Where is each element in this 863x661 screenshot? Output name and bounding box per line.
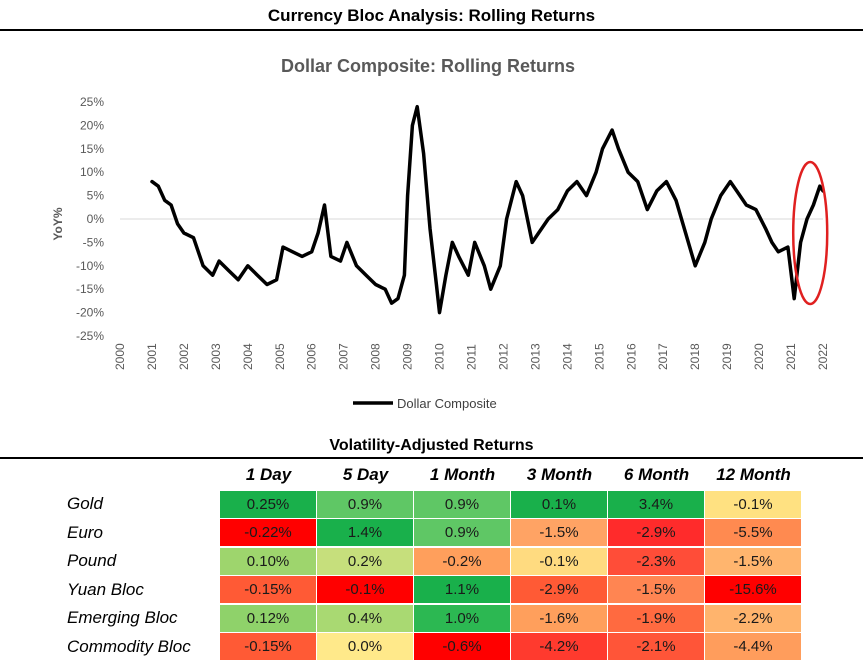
- column-header: 6 Month: [623, 465, 690, 484]
- table-cell: -0.6%: [414, 633, 510, 660]
- table-cell: -1.9%: [608, 604, 704, 632]
- table-cell: -0.15%: [220, 633, 316, 660]
- x-tick-label: 2002: [177, 343, 191, 370]
- table-cell: -2.9%: [608, 519, 704, 546]
- title-rule: [0, 29, 863, 31]
- table-cell: 0.0%: [317, 633, 413, 660]
- x-tick-label: 2012: [496, 343, 510, 370]
- x-tick-label: 2003: [209, 343, 223, 370]
- table-cell: 0.10%: [220, 547, 316, 575]
- y-tick-label: -5%: [83, 235, 105, 249]
- table-cell: -2.3%: [608, 547, 704, 575]
- row-label: Euro: [67, 522, 103, 542]
- highlight-circle: [791, 160, 829, 306]
- column-header: 12 Month: [716, 465, 791, 484]
- row-label: Emerging Bloc: [67, 608, 178, 627]
- y-axis-ticks: 25% 20% 15% 10% 5% 0% -5% -10% -15% -20% -25%: [76, 95, 104, 343]
- x-tick-label: 2008: [369, 343, 383, 370]
- table-cell: 0.4%: [317, 604, 413, 632]
- x-tick-label: 2013: [528, 343, 542, 370]
- row-label: Gold: [67, 494, 103, 513]
- x-tick-label: 2007: [337, 343, 351, 370]
- column-header: 1 Day: [245, 465, 292, 484]
- dollar-composite-chart: Dollar Composite: Rolling Returns YoY% 2…: [51, 56, 830, 411]
- table-cell: 1.0%: [414, 604, 510, 632]
- x-tick-label: 2009: [401, 343, 415, 370]
- table-cell: 0.12%: [220, 604, 316, 632]
- x-tick-label: 2017: [656, 343, 670, 370]
- table-cell: -0.2%: [414, 547, 510, 575]
- x-tick-label: 2006: [305, 343, 319, 370]
- chart-title: Dollar Composite: Rolling Returns: [281, 56, 575, 76]
- y-tick-label: -20%: [76, 306, 104, 320]
- y-tick-label: 0%: [87, 212, 105, 226]
- x-tick-label: 2000: [113, 343, 127, 370]
- table-cell: -2.2%: [705, 604, 801, 632]
- table-cell: 0.25%: [220, 490, 316, 518]
- table-cell: 1.1%: [414, 576, 510, 603]
- series-line-dollar-composite: [150, 104, 825, 315]
- table-cell: -0.1%: [511, 547, 607, 575]
- y-tick-label: 15%: [80, 142, 104, 156]
- table-cell: 1.4%: [317, 519, 413, 546]
- table-title: Volatility-Adjusted Returns: [329, 437, 534, 454]
- table-cell: -2.9%: [511, 576, 607, 603]
- table-cell: -4.2%: [511, 633, 607, 660]
- x-tick-label: 2014: [560, 343, 574, 370]
- table-cell: -5.5%: [705, 519, 801, 546]
- table-cell: 0.2%: [317, 547, 413, 575]
- y-tick-label: 25%: [80, 95, 104, 109]
- table-cell: -4.4%: [705, 633, 801, 660]
- x-tick-label: 2016: [624, 343, 638, 370]
- x-tick-label: 2018: [688, 343, 702, 370]
- column-header: 3 Month: [526, 465, 593, 484]
- x-tick-label: 2015: [592, 343, 606, 370]
- legend: Dollar Composite: [353, 396, 497, 411]
- table-cell: 0.9%: [414, 490, 510, 518]
- x-tick-label: 2010: [433, 343, 447, 370]
- x-tick-label: 2011: [465, 344, 479, 370]
- page-title: Currency Bloc Analysis: Rolling Returns: [267, 6, 596, 25]
- table-cell: -1.5%: [511, 519, 607, 546]
- x-tick-label: 2020: [752, 343, 766, 370]
- y-tick-label: 20%: [80, 118, 104, 132]
- y-tick-label: 10%: [80, 165, 104, 179]
- table-cell: -1.6%: [511, 604, 607, 632]
- x-tick-label: 2005: [273, 343, 287, 370]
- table-cell: -0.22%: [220, 519, 316, 546]
- y-tick-label: -10%: [76, 259, 104, 273]
- y-tick-label: -25%: [76, 329, 104, 343]
- table-rule: [0, 457, 863, 459]
- table-cell: -1.5%: [705, 547, 801, 575]
- legend-label: Dollar Composite: [397, 396, 497, 411]
- table-cell: 3.4%: [608, 490, 704, 518]
- x-tick-label: 2001: [145, 343, 159, 370]
- table-cell: -0.1%: [317, 576, 413, 603]
- y-tick-label: 5%: [87, 189, 105, 203]
- table-cell: 0.9%: [414, 519, 510, 546]
- x-tick-label: 2004: [241, 343, 255, 370]
- table-cell: -1.5%: [608, 576, 704, 603]
- x-axis-ticks: 2000 2001 2002 2003 2004 2005 2006 2007 2008 2009…: [113, 343, 830, 370]
- table-cell: 0.9%: [317, 490, 413, 518]
- table-cell: -0.15%: [220, 576, 316, 603]
- row-label: Pound: [67, 551, 117, 570]
- table-cell: -0.1%: [705, 490, 801, 518]
- x-tick-label: 2019: [720, 343, 734, 370]
- column-header: 1 Month: [429, 465, 496, 484]
- y-tick-label: -15%: [76, 282, 104, 296]
- y-axis-label: YoY%: [51, 207, 65, 240]
- table-cell: 0.1%: [511, 490, 607, 518]
- row-label: Yuan Bloc: [67, 579, 144, 599]
- column-header: 5 Day: [342, 465, 389, 484]
- x-tick-label: 2022: [816, 343, 830, 370]
- row-label: Commodity Bloc: [67, 636, 191, 656]
- table-cell: -15.6%: [705, 576, 801, 603]
- table-cell: -2.1%: [608, 633, 704, 660]
- x-tick-label: 2021: [784, 343, 798, 370]
